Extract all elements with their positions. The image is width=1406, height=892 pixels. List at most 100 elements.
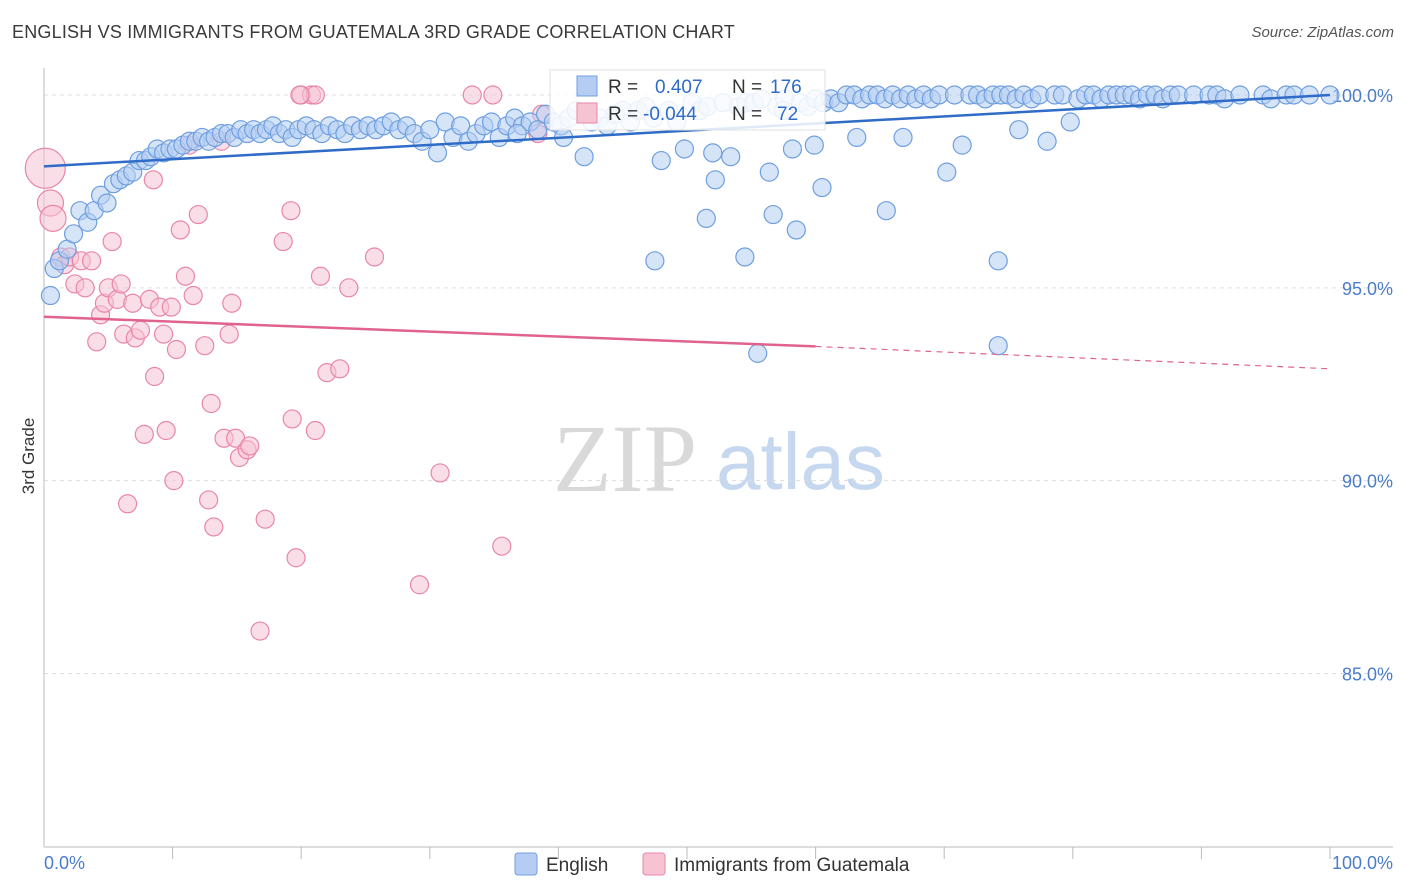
guatemala-point [222, 293, 242, 313]
stats-box: R = 0.407 N = 176 R = -0.044 N = 72 [549, 69, 826, 131]
guatemala-point [87, 332, 107, 352]
guatemala-point [250, 621, 270, 641]
guatemala-point [102, 231, 122, 252]
y-tick-label: 100.0% [1332, 86, 1393, 106]
guatemala-point [183, 285, 203, 306]
stats-english-swatch [576, 75, 598, 97]
guatemala-point [281, 201, 301, 221]
guatemala-point [483, 85, 503, 105]
guatemala-point [24, 147, 66, 189]
guatemala-point [364, 247, 385, 267]
english-point [1009, 120, 1029, 140]
guatemala-point [166, 339, 187, 360]
stats-english-r-label: R = [608, 77, 638, 98]
chart-title: ENGLISH VS IMMIGRANTS FROM GUATEMALA 3RD… [12, 22, 735, 42]
guatemala-point [339, 278, 359, 298]
english-trend-line [43, 93, 1331, 168]
english-point [893, 127, 913, 148]
guatemala-point [255, 509, 275, 529]
legend: English Immigrants from Guatemala [514, 852, 910, 876]
source-label: Source: ZipAtlas.com [1251, 24, 1394, 41]
y-tick-label: 95.0% [1342, 279, 1393, 299]
english-point [420, 120, 440, 140]
english-point [40, 285, 61, 306]
english-point [721, 147, 741, 167]
english-point [988, 251, 1008, 271]
guatemala-point [130, 320, 151, 340]
guatemala-point [170, 220, 190, 240]
guatemala-point [117, 494, 138, 514]
english-point [937, 162, 957, 182]
guatemala-point [81, 251, 102, 271]
guatemala-point [201, 393, 221, 414]
guatemala-point [273, 231, 293, 252]
stats-guatemala-swatch [576, 102, 598, 124]
guatemala-point [240, 436, 260, 456]
x-tick-label-max: 100.0% [1332, 853, 1393, 873]
english-point [786, 220, 806, 240]
guatemala-point [204, 517, 224, 537]
stats-english-r-value: 0.407 [655, 77, 703, 98]
watermark-atlas: atlas [716, 417, 885, 506]
english-point [427, 143, 448, 163]
legend-guatemala-swatch [642, 852, 666, 876]
guatemala-point [175, 266, 196, 286]
guatemala-point [39, 204, 67, 233]
guatemala-point [282, 409, 302, 429]
guatemala-point [123, 293, 143, 313]
english-points [40, 85, 1340, 363]
guatemala-point [153, 324, 174, 344]
english-point [952, 135, 972, 155]
english-point [782, 139, 803, 159]
x-ticks [172, 847, 1331, 859]
guatemala-point [195, 336, 215, 356]
english-point [988, 336, 1008, 356]
guatemala-point [462, 85, 482, 105]
english-point [812, 177, 832, 198]
english-point [705, 170, 725, 190]
english-point [1060, 112, 1080, 132]
stats-guatemala-r-label: R = [608, 104, 638, 125]
guatemala-point [75, 278, 95, 298]
guatemala-point [409, 575, 430, 595]
english-point [674, 139, 695, 159]
stats-guatemala-n-label: N = [732, 104, 762, 125]
guatemala-trend-line [43, 315, 816, 348]
y-tick-label: 90.0% [1342, 472, 1393, 492]
stats-guatemala-n-value: 72 [777, 104, 798, 125]
y-tick-label: 85.0% [1342, 664, 1393, 684]
english-point [507, 123, 527, 144]
english-point [804, 135, 824, 155]
legend-guatemala-label: Immigrants from Guatemala [674, 855, 910, 876]
legend-english-label: English [546, 855, 608, 876]
guatemala-point [492, 536, 512, 556]
guatemala-point [134, 424, 154, 444]
guatemala-point [290, 85, 310, 105]
guatemala-point [286, 548, 306, 568]
legend-english-swatch [514, 852, 538, 876]
guatemala-point [305, 420, 325, 441]
english-point [748, 343, 768, 363]
y-tick-labels: 85.0% 90.0% 95.0% 100.0% [1332, 86, 1393, 684]
english-point [703, 143, 723, 163]
watermark-zip: ZIP [553, 405, 697, 512]
stats-english-n-label: N = [732, 77, 762, 98]
english-point [759, 162, 779, 182]
guatemala-point [310, 266, 331, 286]
guatemala-point [111, 274, 131, 294]
guatemala-point [330, 359, 350, 379]
guatemala-point [430, 463, 450, 483]
english-point [696, 208, 716, 229]
guatemala-trend-extension [815, 345, 1331, 370]
guatemala-point [164, 471, 184, 491]
y-axis-label: 3rd Grade [19, 418, 38, 495]
trend-lines [43, 93, 1331, 370]
english-point [451, 116, 471, 136]
english-point [847, 127, 867, 148]
guatemala-point [161, 297, 181, 317]
guatemala-point [144, 366, 165, 387]
english-point [876, 201, 896, 221]
guatemala-point [219, 324, 239, 344]
stats-english-n-value: 176 [770, 77, 802, 98]
